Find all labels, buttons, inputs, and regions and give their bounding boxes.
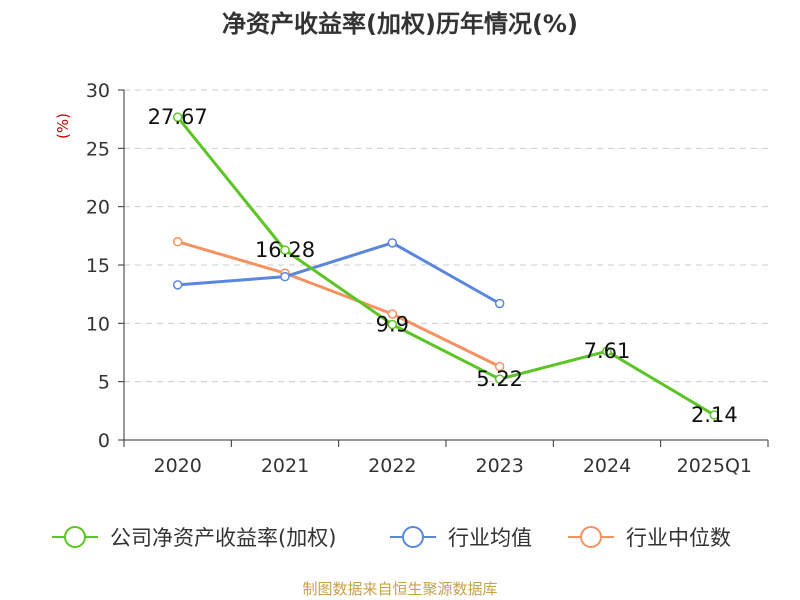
legend-swatch-marker [402, 526, 424, 548]
grid-lines [124, 89, 768, 383]
legend-swatch-marker [580, 526, 602, 548]
series-0-line [176, 116, 716, 417]
y-tick-label: 0 [98, 430, 110, 452]
legend-label: 行业均值 [448, 526, 532, 550]
series-0-point [709, 410, 720, 420]
series-0-point [172, 112, 183, 122]
y-tick-label: 25 [86, 138, 110, 160]
y-tick-label: 20 [86, 197, 110, 219]
data-label: 16.28 [255, 238, 315, 262]
legend-label: 行业中位数 [626, 526, 731, 550]
data-label: 9.9 [376, 313, 409, 337]
series-layer [172, 112, 720, 420]
series-1-point [387, 238, 398, 248]
x-tick-label: 2021 [261, 455, 309, 477]
data-label: 2.14 [691, 403, 738, 427]
source-note: 制图数据来自恒生聚源数据库 [302, 580, 497, 598]
axes: 0 5 10 15 20 25 30 2020 2021 2022 2023 2024 2025Q1 [86, 80, 769, 477]
y-tick-label: 15 [86, 255, 110, 277]
series-0-point [387, 319, 398, 330]
series-2-line [177, 240, 501, 368]
series-0-point [602, 346, 612, 356]
data-labels: 27.67 16.28 9.9 5.22 7.61 2.14 [148, 105, 738, 427]
series-1-point [172, 280, 183, 290]
legend-swatch-marker [64, 526, 86, 548]
data-label: 7.61 [584, 339, 631, 363]
y-tick-label: 5 [98, 372, 110, 394]
series-1-point [280, 271, 290, 282]
x-tick-label: 2025Q1 [677, 455, 752, 477]
series-1-line [177, 241, 501, 305]
series-2-point [494, 361, 505, 372]
legend: 公司净资产收益率(加权) 行业均值 行业中位数 [52, 526, 731, 550]
series-2-point [387, 309, 398, 319]
legend-label: 公司净资产收益率(加权) [110, 526, 336, 550]
data-label: 27.67 [148, 105, 208, 129]
series-2-point [172, 236, 183, 247]
series-0-point [280, 245, 290, 255]
chart-title: 净资产收益率(加权)历年情况(%) [222, 10, 578, 38]
x-tick-label: 2024 [583, 455, 631, 477]
y-tick-label: 30 [86, 80, 110, 102]
x-tick-label: 2023 [475, 455, 523, 477]
x-tick-label: 2022 [368, 455, 416, 477]
x-tick-label: 2020 [153, 455, 201, 477]
series-0-point [494, 374, 505, 384]
data-label: 5.22 [476, 367, 523, 391]
series-1-point [494, 298, 505, 309]
y-axis-label: (%) [54, 113, 72, 139]
y-tick-label: 10 [86, 313, 110, 335]
